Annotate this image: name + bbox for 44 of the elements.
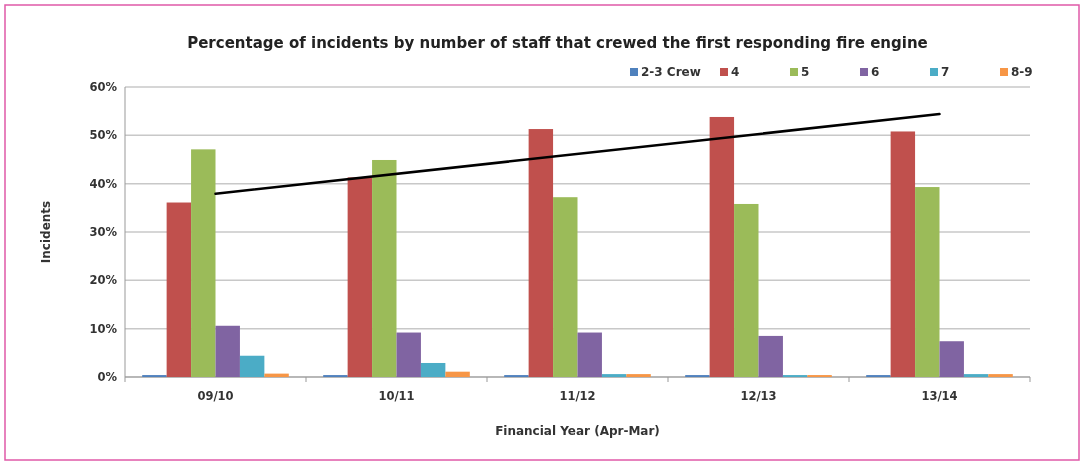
x-tick-label: 11/12 (559, 389, 596, 403)
y-tick-label: 50% (89, 128, 118, 143)
y-tick-label: 40% (89, 176, 118, 191)
bar (215, 325, 240, 377)
bar (626, 374, 651, 377)
bar (577, 332, 602, 377)
x-tick-label: 12/13 (740, 389, 777, 403)
bar (166, 202, 192, 377)
x-tick-label: 10/11 (378, 389, 415, 403)
legend-label: 8-9 (1011, 65, 1033, 80)
legend-label: 4 (731, 65, 740, 80)
x-axis-title: Financial Year (Apr-Mar) (495, 424, 660, 438)
y-axis-title: Incidents (39, 200, 53, 264)
y-tick-label: 30% (89, 225, 118, 240)
x-tick-label: 13/14 (921, 389, 958, 403)
bar (988, 374, 1013, 377)
bar (734, 203, 759, 377)
legend-label: 6 (871, 65, 880, 80)
y-tick-label: 20% (89, 273, 118, 288)
bar (709, 116, 735, 377)
bar (915, 187, 940, 377)
bar (347, 177, 373, 377)
legend-label: 7 (941, 65, 950, 80)
bar (191, 149, 216, 377)
bar (758, 335, 783, 377)
bar (890, 131, 916, 377)
chart-title: Percentage of incidents by number of staff that crewed the first responding fire engine (187, 34, 928, 52)
bar (553, 197, 578, 377)
bar (264, 373, 289, 377)
y-tick-label: 10% (89, 321, 118, 336)
bar (445, 371, 470, 377)
legend-label: 5 (801, 65, 810, 80)
bar (372, 159, 397, 377)
y-tick-label: 60% (89, 80, 118, 95)
bar (963, 374, 989, 377)
bar (601, 374, 627, 377)
bar (239, 355, 265, 377)
x-tick-label: 09/10 (197, 389, 234, 403)
legend-label: 2-3 Crew (641, 65, 701, 80)
bar (939, 341, 964, 377)
bar (420, 362, 446, 377)
bar (528, 129, 554, 377)
y-tick-label: 0% (97, 370, 118, 385)
bar (396, 332, 421, 377)
